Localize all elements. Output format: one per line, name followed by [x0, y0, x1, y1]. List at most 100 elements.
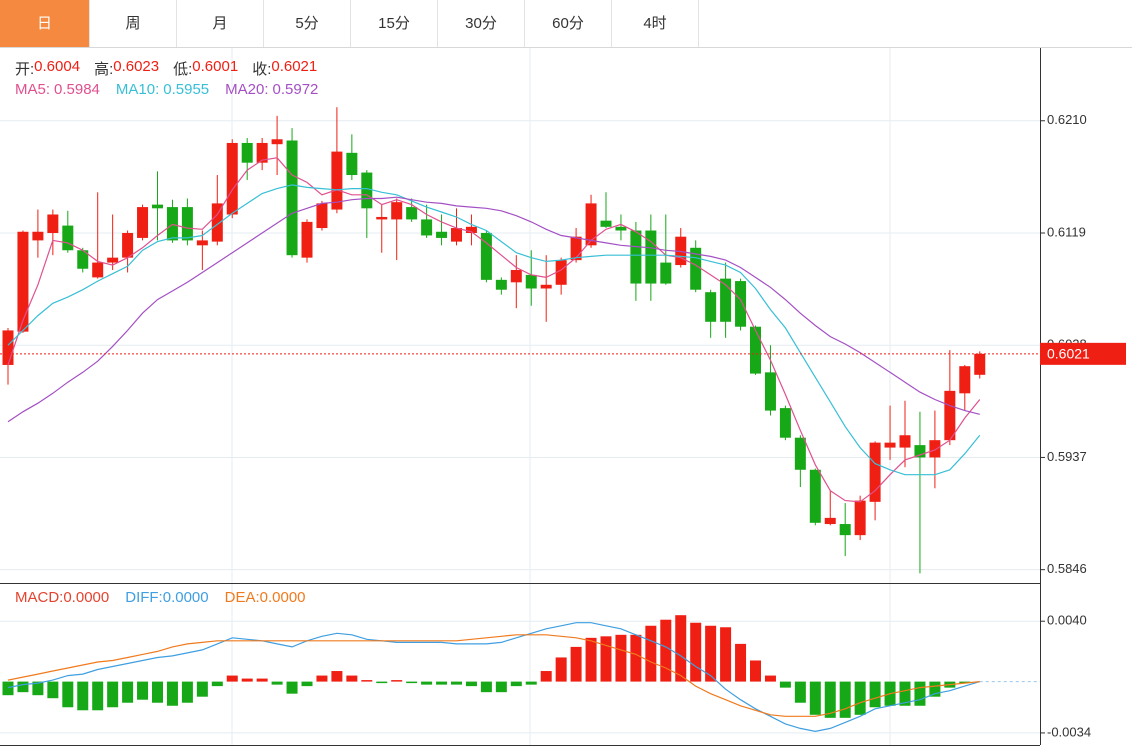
candle-body: [107, 257, 119, 263]
y-tick-label: 0.6210: [1047, 112, 1087, 127]
candle-body: [660, 262, 672, 284]
macd-bar: [301, 681, 313, 687]
candle-body: [361, 172, 373, 209]
candle-body: [301, 221, 313, 258]
macd-bar: [421, 681, 433, 685]
legend-value: 0.0000: [259, 589, 306, 606]
indicator-line: [7, 184, 981, 476]
period-tab[interactable]: 30分: [438, 0, 525, 47]
candle-body: [226, 142, 238, 215]
macd-bar: [406, 681, 418, 684]
macd-bar: [122, 681, 134, 703]
candle-body: [750, 326, 761, 374]
macd-bar: [630, 634, 642, 682]
period-tabs: 日周月 5分 15分 30分 60分 4时: [0, 0, 699, 47]
macd-bar: [839, 681, 851, 718]
macd-bar: [809, 681, 821, 715]
candle-body: [17, 231, 29, 332]
candle-body: [690, 247, 702, 290]
macd-bar: [137, 681, 149, 700]
y-tick-label: -0.0034: [1047, 724, 1091, 739]
candle-body: [32, 231, 44, 241]
indicator-line: [7, 157, 981, 503]
candle-body: [376, 216, 388, 220]
indicator-line: [7, 196, 980, 423]
legend-name: MA5:: [15, 81, 51, 98]
candle-body: [166, 207, 178, 241]
macd-bar: [211, 681, 223, 687]
macd-bar: [510, 681, 522, 687]
legend-value: 0.5984: [54, 81, 100, 98]
macd-bar: [32, 681, 44, 696]
ohlc-info: 开: 0.6004 高: 0.6023 低: 0.6001 收: 0.6021: [15, 58, 331, 79]
candle-body: [406, 207, 418, 220]
macd-bar: [764, 675, 776, 682]
macd-bar: [525, 681, 537, 685]
macd-bar: [181, 681, 193, 703]
macd-bar: [929, 681, 941, 697]
candle-body: [720, 278, 732, 322]
candle-body: [495, 279, 507, 290]
macd-bar: [854, 681, 866, 715]
candle-body: [391, 202, 403, 220]
period-tab[interactable]: 15分: [351, 0, 438, 47]
info-value: 0.6004: [34, 58, 81, 75]
macd-bar: [62, 681, 74, 708]
macd-bar: [241, 678, 253, 682]
candle-body: [152, 204, 163, 209]
macd-bar: [570, 646, 582, 682]
candle-body: [241, 142, 253, 163]
candle-body: [764, 372, 776, 411]
macd-bar: [226, 675, 238, 682]
candle-body: [555, 260, 567, 285]
candle-body: [62, 225, 74, 251]
period-tab[interactable]: 60分: [525, 0, 612, 47]
macd-bar: [47, 681, 59, 699]
candle-body: [510, 269, 522, 283]
macd-bar: [645, 625, 657, 682]
macd-bar: [600, 636, 612, 682]
macd-bar: [480, 681, 492, 693]
period-tab[interactable]: 5分: [264, 0, 351, 47]
candle-body: [585, 203, 597, 246]
macd-bar: [152, 681, 163, 703]
candle-body: [436, 231, 448, 238]
period-tab[interactable]: 日: [0, 0, 90, 47]
macd-panel: -0.0034 0.0040: [0, 613, 1091, 739]
candle-body: [480, 232, 492, 280]
candle-body: [899, 435, 911, 448]
legend-value: 0.0000: [63, 589, 110, 606]
info-label: 高:: [94, 61, 114, 78]
y-tick-label: 0.5846: [1047, 561, 1087, 576]
macd-bar: [451, 681, 462, 685]
macd-bar: [286, 681, 298, 694]
macd-bar: [779, 681, 791, 688]
candle-body: [346, 152, 358, 176]
candle-body: [421, 219, 433, 236]
info-label: 低:: [173, 61, 193, 78]
period-tab[interactable]: 月: [177, 0, 264, 47]
macd-bar: [750, 660, 761, 682]
candle-body: [211, 203, 223, 242]
macd-bar: [376, 681, 388, 684]
candle-body: [570, 236, 582, 261]
macd-bar: [660, 619, 672, 682]
candle-body: [944, 390, 956, 441]
macd-bar: [675, 615, 687, 682]
y-tick-label: 0.6119: [1047, 224, 1086, 239]
macd-bar: [555, 657, 567, 682]
macd-bar: [720, 627, 732, 682]
macd-bar: [256, 678, 268, 682]
macd-bar: [196, 681, 208, 697]
info-value: 0.6023: [113, 58, 160, 75]
legend-name: DIFF:: [125, 589, 163, 606]
period-tab[interactable]: 4时: [612, 0, 699, 47]
indicator-line: [7, 622, 980, 733]
period-tab[interactable]: 周: [90, 0, 177, 47]
candle-body: [286, 140, 298, 256]
candle-body: [779, 408, 791, 438]
legend-name: MA20:: [225, 81, 269, 98]
info-label: 收:: [252, 61, 272, 78]
candle-body: [884, 442, 896, 448]
